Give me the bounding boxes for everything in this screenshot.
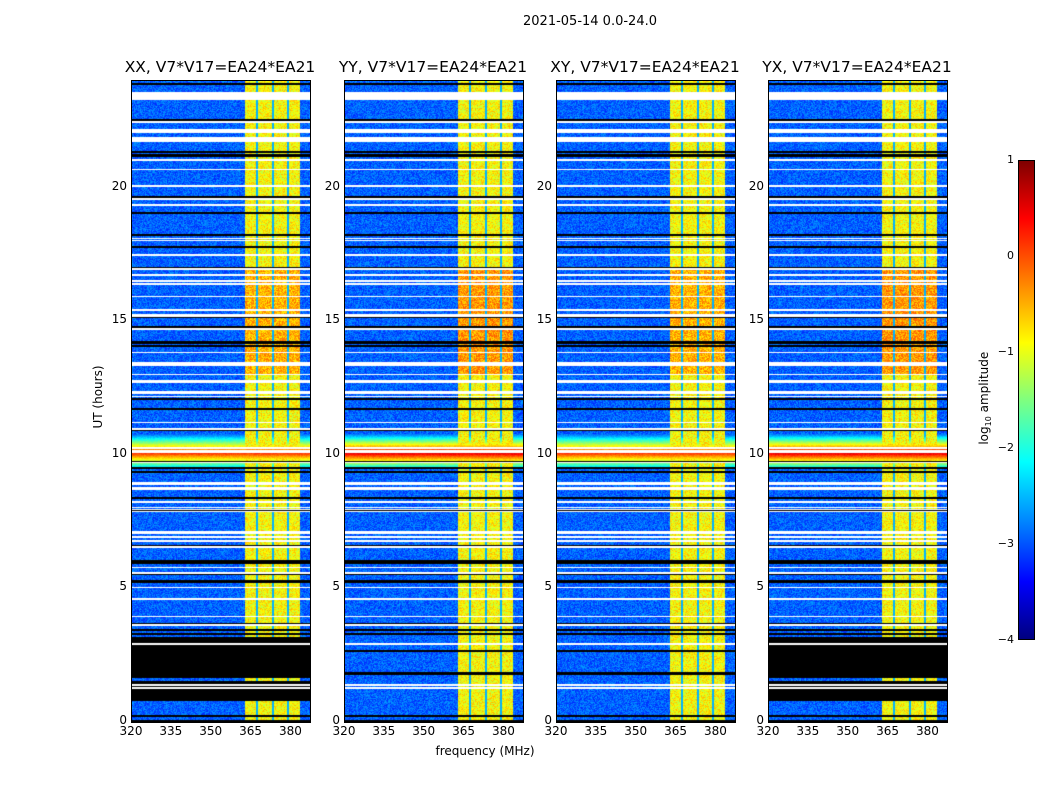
x-tick-label: 350 [624,724,648,738]
y-tick-label: 0 [332,713,340,727]
heatmap-panel-1 [344,80,524,723]
x-tick-label: 365 [664,724,687,738]
y-tick-label: 0 [544,713,552,727]
x-tick-label: 320 [756,724,780,738]
y-tick-label: 10 [111,445,127,460]
y-tick-label: 0 [119,713,127,727]
y-tick-label: 15 [748,312,764,327]
panel-title-2: XY, V7*V17=EA24*EA21 [550,58,740,76]
y-tick-label: 15 [111,312,127,327]
x-tick-label: 335 [372,724,396,738]
y-tick-label: 15 [536,312,552,327]
colorbar-tick-label: −3 [997,537,1014,550]
y-axis-label: UT (hours) [91,365,105,429]
x-tick-label: 365 [452,724,475,738]
x-tick-label: 380 [491,724,515,738]
heatmap-panel-3 [768,80,948,723]
x-tick-label: 365 [876,724,899,738]
y-tick-label: 10 [536,445,552,460]
y-tick-label: 10 [324,445,340,460]
y-tick-label: 10 [748,445,764,460]
x-tick-label: 350 [199,724,223,738]
y-tick-label: 20 [324,178,340,193]
heatmap-panel-2 [556,80,736,723]
x-tick-label: 365 [239,724,262,738]
y-tick-label: 15 [324,312,340,327]
x-tick-label: 335 [584,724,608,738]
colorbar-tick-label: −4 [997,633,1014,646]
y-tick-label: 0 [756,713,764,727]
x-tick-label: 320 [332,724,356,738]
y-tick-label: 20 [536,178,552,193]
x-tick-label: 350 [836,724,860,738]
colorbar-tick-label: −2 [997,441,1014,454]
y-tick-label: 20 [111,178,127,193]
x-axis-label: frequency (MHz) [435,744,535,758]
y-tick-label: 20 [748,178,764,193]
x-tick-label: 320 [544,724,568,738]
panel-title-1: YY, V7*V17=EA24*EA21 [338,58,528,76]
x-tick-label: 335 [159,724,183,738]
x-tick-label: 380 [915,724,939,738]
x-tick-label: 335 [796,724,820,738]
colorbar-tick-label: 1 [1007,153,1014,166]
figure-title: 2021-05-14 0.0-24.0 [523,14,657,29]
y-tick-label: 5 [756,579,764,594]
x-tick-label: 350 [412,724,436,738]
y-tick-label: 5 [544,579,552,594]
x-tick-label: 320 [119,724,143,738]
x-tick-label: 380 [703,724,727,738]
heatmap-panel-0 [131,80,311,723]
colorbar-tick-label: 0 [1007,249,1014,262]
colorbar [1018,160,1035,640]
panel-title-0: XX, V7*V17=EA24*EA21 [124,58,316,76]
y-tick-label: 5 [119,579,127,594]
colorbar-tick-label: −1 [997,345,1014,358]
panel-title-3: YX, V7*V17=EA24*EA21 [762,58,952,76]
x-tick-label: 380 [278,724,302,738]
y-tick-label: 5 [332,579,340,594]
